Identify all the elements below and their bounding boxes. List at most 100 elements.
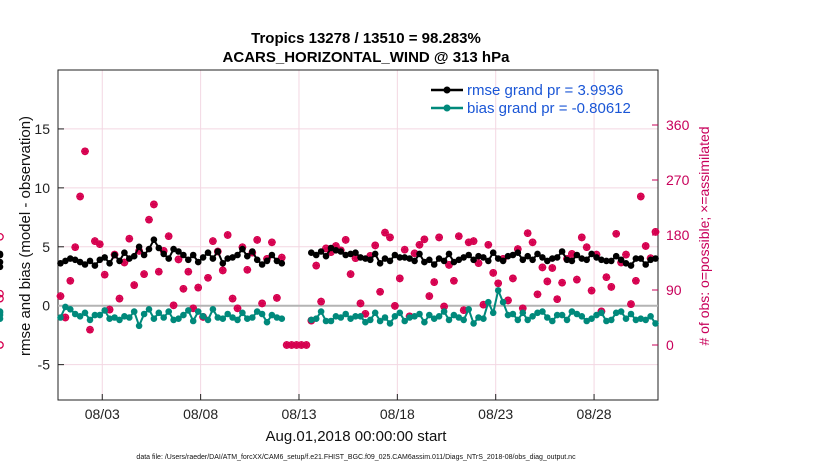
rmse-point (165, 255, 172, 262)
obs-assimilated-marker (228, 294, 237, 303)
rmse-point (568, 257, 576, 265)
rmse-point (642, 261, 649, 268)
rmse-point (460, 254, 468, 261)
obs-assimilated-marker (273, 294, 281, 302)
rmse-point (381, 255, 389, 262)
obs-assimilated-marker (327, 248, 335, 256)
rmse-point (539, 254, 546, 261)
rmse-point (553, 254, 561, 261)
rmse-point (519, 256, 527, 264)
bias-point (563, 316, 571, 324)
obs-assimilated-marker (558, 278, 566, 287)
obs-assimilated-marker (135, 247, 143, 255)
rmse-point (160, 250, 167, 258)
obs-assimilated-marker (61, 313, 70, 322)
bias-point (67, 306, 74, 313)
bias-point (568, 308, 576, 315)
bias-point (588, 315, 595, 323)
x-tick-label: 08/28 (577, 406, 612, 422)
rmse-point (96, 256, 104, 264)
rmse-point (391, 251, 399, 259)
axis-ticks: 08/03 08/08 08/13 08/18 08/23 08/28 -5 0 5 10 15 0 9… (34, 117, 689, 422)
bias-point (367, 316, 374, 324)
rmse-point (234, 251, 241, 259)
obs-assimilated-marker (317, 297, 325, 306)
rmse-point (185, 256, 192, 264)
obs-assimilated-marker (204, 273, 212, 282)
obs-assimilated-marker (494, 279, 502, 288)
plot-area-frame (57, 69, 659, 401)
rmse-point (544, 257, 551, 265)
rmse-point (0, 263, 4, 271)
obs-assimilated-marker (120, 258, 129, 267)
rmse-point (440, 257, 448, 265)
rmse-point (450, 258, 458, 266)
bias-point (253, 308, 261, 315)
obs-assimilated-marker (130, 281, 139, 289)
rmse-point (367, 256, 374, 264)
obs-assimilated-marker (71, 243, 80, 252)
rmse-point (150, 236, 158, 243)
obs-assimilated-marker (361, 310, 370, 318)
rmse-point (617, 256, 625, 264)
bias-point (455, 314, 463, 321)
obs-assimilated-marker (125, 234, 134, 243)
obs-assimilated-marker (76, 192, 84, 201)
obs-assimilated-marker (577, 233, 586, 242)
bias-point (317, 308, 325, 315)
rmse-point (593, 254, 600, 261)
bias-point (401, 317, 409, 325)
bias-point (578, 313, 586, 320)
bias-point (219, 315, 227, 323)
bias-point (499, 298, 507, 306)
obs-assimilated-marker (514, 245, 522, 253)
bias-point (347, 315, 354, 323)
rmse-point (416, 250, 423, 258)
bias-point (160, 314, 167, 321)
obs-assimilated-marker (86, 325, 94, 334)
rmse-point (145, 245, 153, 253)
obs-assimilated-marker (100, 270, 109, 279)
obs-assimilated-marker (602, 273, 611, 281)
obs-assimilated-marker (627, 300, 635, 308)
rmse-point (268, 251, 276, 259)
bias-point (362, 318, 369, 326)
rmse-point (91, 262, 99, 269)
rmse-point (430, 261, 438, 268)
bias-point (509, 310, 517, 318)
bias-point (445, 316, 453, 324)
rmse-point (588, 250, 595, 258)
x-tick-label: 08/23 (478, 406, 513, 422)
rmse-point (209, 255, 217, 262)
bias-point (185, 307, 192, 314)
obs-assimilated-marker (332, 242, 340, 250)
rmse-point (140, 251, 148, 259)
rmse-point (603, 257, 610, 265)
bias-point (406, 314, 413, 321)
bias-point (126, 314, 133, 321)
rmse-point (632, 255, 640, 262)
bias-point (376, 317, 384, 325)
rmse-point (263, 257, 271, 265)
rmse-point (371, 250, 379, 258)
chart-title-line1: Tropics 13278 / 13510 = 98.283% (251, 30, 481, 47)
obs-assimilated-marker (518, 304, 527, 313)
obs-assimilated-marker (105, 305, 114, 314)
bias-point (111, 314, 118, 321)
rmse-point (322, 252, 330, 260)
x-tick-label: 08/13 (281, 406, 316, 422)
bias-point (411, 313, 418, 320)
obs-assimilated-marker (469, 237, 478, 245)
obs-assimilated-marker (96, 240, 104, 248)
obs-assimilated-marker (548, 264, 557, 272)
bias-point (244, 315, 251, 323)
bias-point (371, 309, 379, 317)
rmse-point (445, 250, 453, 258)
obs-possible-marker (0, 341, 4, 349)
bias-point (608, 316, 615, 324)
obs-assimilated-marker (415, 240, 424, 249)
bias-point (71, 310, 79, 318)
bias-point (514, 316, 522, 324)
rmse-point (376, 260, 384, 267)
y-tick-label: -5 (38, 357, 51, 373)
